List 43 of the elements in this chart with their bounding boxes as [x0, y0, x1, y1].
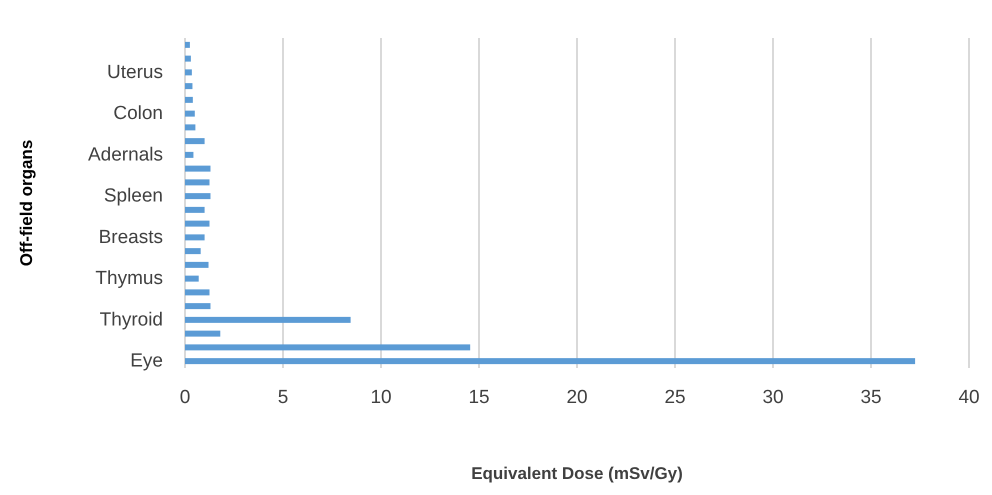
bar	[185, 83, 192, 90]
y-tick-label: Thymus	[95, 268, 163, 290]
bar	[185, 138, 205, 144]
x-tick-label: 30	[762, 387, 784, 408]
x-tick-label: 20	[566, 387, 588, 408]
bar	[185, 206, 205, 213]
x-tick-label: 5	[278, 387, 288, 408]
bar	[185, 124, 196, 130]
bar	[185, 248, 201, 254]
bar	[185, 330, 220, 337]
bar	[185, 179, 210, 186]
y-tick-label: Uterus	[107, 62, 163, 83]
bar	[185, 193, 210, 200]
bar	[185, 152, 194, 158]
x-tick-label: 10	[370, 387, 392, 408]
y-axis-title: Off-field organs	[17, 140, 36, 266]
bar	[185, 166, 210, 172]
y-tick-label: Breasts	[98, 226, 163, 248]
bar	[185, 316, 351, 323]
y-tick-label: Colon	[113, 103, 163, 124]
y-tick-label: Spleen	[104, 186, 163, 207]
bar	[185, 344, 470, 350]
x-tick-label: 15	[468, 387, 490, 408]
bar	[185, 358, 916, 364]
y-tick-label: Thyroid	[100, 309, 163, 330]
bar	[185, 262, 209, 268]
x-tick-label: 40	[958, 387, 980, 408]
bar	[185, 234, 205, 240]
x-tick-label: 25	[664, 387, 686, 408]
bar	[185, 96, 193, 103]
bar	[185, 289, 210, 296]
x-tick-label: 0	[180, 387, 190, 408]
bar	[185, 220, 210, 227]
bar	[185, 56, 191, 62]
bar	[185, 42, 190, 48]
bar	[185, 303, 210, 310]
bar	[185, 276, 199, 282]
y-tick-label: Eye	[130, 350, 163, 372]
y-tick-label: Adernals	[88, 144, 163, 166]
x-tick-label: 35	[860, 387, 882, 408]
x-axis-title: Equivalent Dose (mSv/Gy)	[471, 464, 683, 483]
bar	[185, 69, 192, 76]
bar	[185, 110, 195, 117]
